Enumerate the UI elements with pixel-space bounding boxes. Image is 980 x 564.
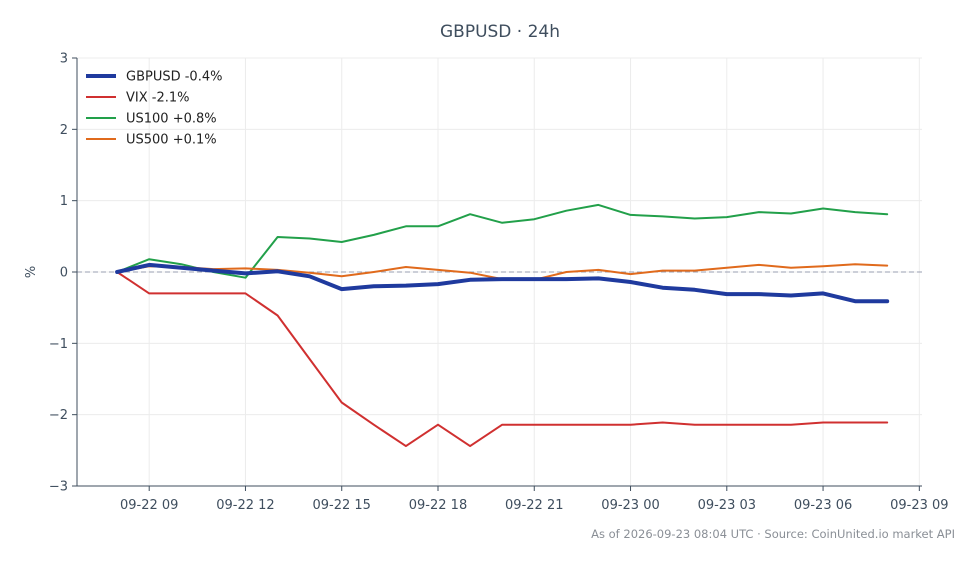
x-tick-label: 09-22 15	[313, 498, 371, 513]
legend-label-vix: VIX -2.1%	[126, 91, 189, 106]
footer-source: As of 2026-09-23 08:04 UTC · Source: Coi…	[591, 527, 955, 541]
legend-label-us500: US500 +0.1%	[126, 133, 217, 148]
y-tick-label: 0	[60, 266, 68, 281]
y-tick-label: 3	[60, 52, 68, 67]
x-tick-label: 09-22 21	[505, 498, 563, 513]
series-line-gbpusd	[115, 262, 890, 304]
y-tick-label: −2	[49, 408, 68, 423]
y-tick-label: −3	[49, 480, 68, 495]
legend: GBPUSD -0.4% VIX -2.1% US100 +0.8% US500 +0…	[86, 70, 222, 148]
series-line-us100	[116, 203, 889, 279]
chart-title: GBPUSD · 24h	[440, 22, 560, 42]
x-tick-label: 09-23 06	[794, 498, 852, 513]
y-axis-ticks: 3 2 1 0 −1 −2 −3	[49, 52, 77, 495]
y-tick-label: 1	[60, 194, 68, 209]
x-tick-label: 09-23 09	[890, 498, 948, 513]
x-tick-label: 09-22 09	[120, 498, 178, 513]
series-line-vix	[116, 271, 889, 448]
y-axis-label: %	[24, 266, 39, 278]
x-tick-label: 09-23 03	[698, 498, 756, 513]
y-tick-label: −1	[49, 337, 68, 352]
legend-label-gbpusd: GBPUSD -0.4%	[126, 70, 222, 85]
x-tick-label: 09-22 12	[216, 498, 274, 513]
series-layer	[115, 203, 890, 448]
legend-label-us100: US100 +0.8%	[126, 112, 217, 127]
x-axis-ticks: 09-22 09 09-22 12 09-22 15 09-22 18 09-22 21…	[120, 486, 949, 513]
x-tick-label: 09-22 18	[409, 498, 467, 513]
x-tick-label: 09-23 00	[601, 498, 659, 513]
y-tick-label: 2	[60, 123, 68, 138]
